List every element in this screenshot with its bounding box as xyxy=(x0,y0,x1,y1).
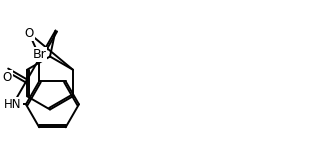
Text: Br: Br xyxy=(32,48,46,61)
Text: HN: HN xyxy=(4,98,22,111)
Text: O: O xyxy=(3,71,12,84)
Text: O: O xyxy=(25,27,34,40)
